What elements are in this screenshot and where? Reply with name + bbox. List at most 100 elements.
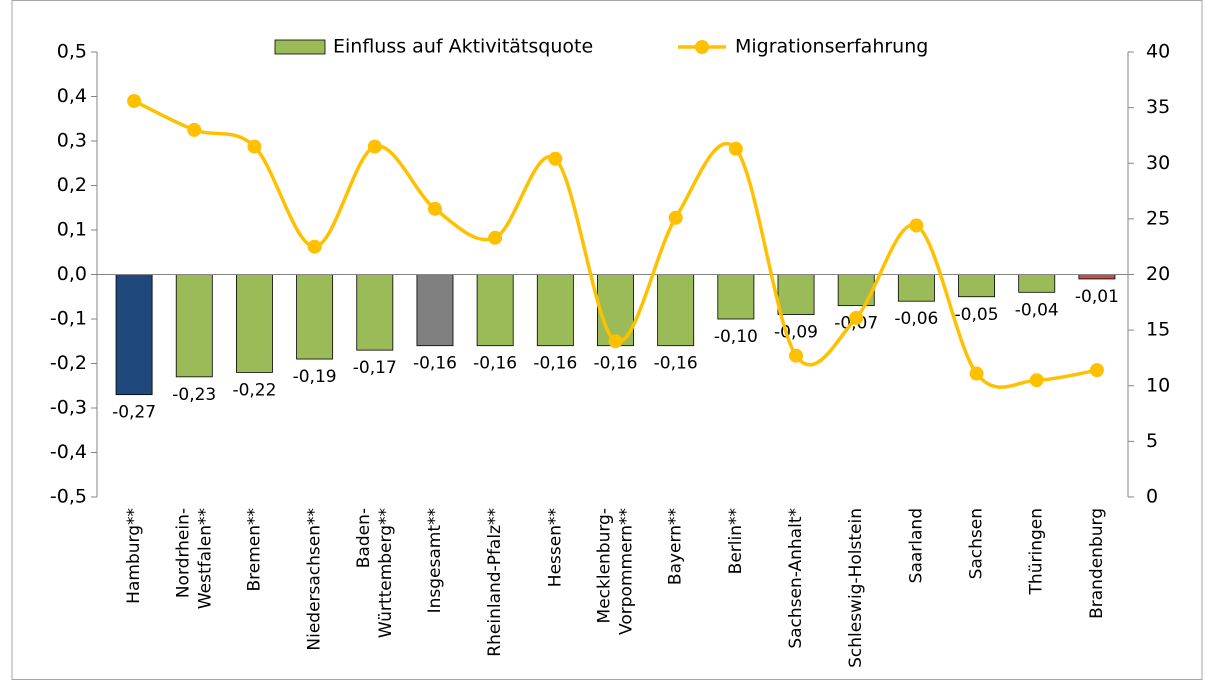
x-tick-label: Bayern** xyxy=(666,508,686,585)
line-point xyxy=(1089,363,1104,378)
x-tick-label-line: Nordrhein- xyxy=(173,508,193,598)
y-tick-label: 0,4 xyxy=(57,85,87,107)
value-label: -0,17 xyxy=(353,358,397,378)
value-label: -0,23 xyxy=(172,385,216,405)
bar xyxy=(536,274,574,347)
line-point xyxy=(247,139,262,154)
value-label: -0,05 xyxy=(955,305,999,325)
y2-tick-label: 15 xyxy=(1146,319,1170,341)
bar xyxy=(175,274,213,378)
y-tick-label: 0,1 xyxy=(57,219,87,241)
legend-marker xyxy=(695,40,709,54)
x-tick-label-line: Thüringen xyxy=(1027,508,1047,595)
bar xyxy=(235,274,273,373)
x-tick-label-line: Mecklenburg- xyxy=(595,508,615,623)
x-tick-label-line: Saarland xyxy=(906,508,926,583)
y2-tick-label: 5 xyxy=(1146,430,1158,452)
y-tick-label: -0,3 xyxy=(50,397,87,419)
value-label: -0,19 xyxy=(293,367,337,387)
line-point xyxy=(367,139,382,154)
value-label: -0,16 xyxy=(473,354,517,374)
x-tick-label-line: Hessen** xyxy=(545,508,565,587)
y-tick-label: 0,2 xyxy=(57,174,87,196)
bar xyxy=(115,274,153,396)
y2-tick-label: 30 xyxy=(1146,152,1170,174)
y-tick-label: 0,0 xyxy=(57,263,87,285)
value-label: -0,27 xyxy=(112,403,156,423)
x-tick-label: Thüringen xyxy=(1027,508,1047,595)
x-tick-label: Brandenburg xyxy=(1087,508,1107,619)
x-tick-label-line: Bremen** xyxy=(244,508,264,592)
x-tick-label-line: Sachsen xyxy=(967,508,987,579)
line-point xyxy=(127,93,142,108)
value-label: -0,09 xyxy=(774,323,818,343)
x-tick-label: Schleswig-Holstein xyxy=(846,508,866,668)
x-tick-label: Berlin** xyxy=(726,508,746,574)
y-tick-label: -0,2 xyxy=(50,352,87,374)
y2-tick-label: 0 xyxy=(1146,486,1158,508)
y2-tick-label: 40 xyxy=(1146,41,1170,63)
y-tick-label: -0,5 xyxy=(50,486,87,508)
value-label: -0,06 xyxy=(894,309,938,329)
bar xyxy=(897,274,935,302)
line-point xyxy=(789,348,804,363)
bar xyxy=(657,274,695,347)
line-point xyxy=(849,310,864,325)
y-tick-label: -0,4 xyxy=(50,441,87,463)
y2-tick-label: 10 xyxy=(1146,374,1170,396)
x-tick-label-line: Westfalen** xyxy=(195,508,215,609)
legend-swatch xyxy=(274,39,326,55)
x-tick-label: Niedersachsen** xyxy=(305,508,325,651)
bar xyxy=(717,274,755,320)
line-point xyxy=(668,210,683,225)
value-label: -0,10 xyxy=(714,327,758,347)
x-tick-label-line: Baden- xyxy=(354,508,374,568)
y-tick-label: -0,1 xyxy=(50,308,87,330)
line-point xyxy=(909,218,924,233)
y2-tick-label: 20 xyxy=(1146,263,1170,285)
x-tick-label: Baden- Württemberg** xyxy=(354,508,396,638)
x-tick-label: Sachsen xyxy=(967,508,987,579)
value-label: -0,01 xyxy=(1075,287,1119,307)
bar xyxy=(1018,274,1056,293)
x-tick-label-line: Hamburg** xyxy=(124,508,144,604)
y-tick-label: 0,5 xyxy=(57,41,87,63)
x-tick-label: Bremen** xyxy=(244,508,264,592)
value-label: -0,22 xyxy=(232,380,276,400)
line-point xyxy=(608,334,623,349)
line-point xyxy=(969,366,984,381)
x-tick-label: Sachsen-Anhalt* xyxy=(786,508,806,649)
value-label: -0,16 xyxy=(533,354,577,374)
x-tick-label: Mecklenburg- Vorpommern** xyxy=(595,508,637,635)
legend-label: Migrationserfahrung xyxy=(735,36,928,58)
x-tick-label: Nordrhein- Westfalen** xyxy=(173,508,215,609)
x-tick-label-line: Sachsen-Anhalt* xyxy=(786,508,806,649)
bar xyxy=(416,274,454,347)
x-tick-label-line: Insgesamt** xyxy=(425,508,445,613)
line-point xyxy=(488,230,503,245)
x-tick-label-line: Rheinland-Pfalz** xyxy=(485,508,505,657)
x-tick-label: Rheinland-Pfalz** xyxy=(485,508,505,657)
line-point xyxy=(1029,373,1044,388)
value-label: -0,04 xyxy=(1015,300,1059,320)
x-tick-label-line: Württemberg** xyxy=(376,508,396,638)
bar xyxy=(296,274,334,360)
x-tick-label: Hessen** xyxy=(545,508,565,587)
bar xyxy=(777,274,815,315)
x-tick-label-line: Bayern** xyxy=(666,508,686,585)
line-point xyxy=(187,122,202,137)
line-point xyxy=(548,151,563,166)
x-tick-label-line: Brandenburg xyxy=(1087,508,1107,619)
x-tick-label: Hamburg** xyxy=(124,508,144,604)
legend-label: Einfluss auf Aktivitätsquote xyxy=(333,36,593,58)
y-tick-label: 0,3 xyxy=(57,130,87,152)
bar xyxy=(958,274,996,298)
x-tick-label-line: Berlin** xyxy=(726,508,746,574)
y2-tick-label: 25 xyxy=(1146,207,1170,229)
x-tick-label-line: Schleswig-Holstein xyxy=(846,508,866,668)
bar xyxy=(1078,274,1116,280)
bar xyxy=(476,274,514,347)
value-label: -0,16 xyxy=(654,354,698,374)
